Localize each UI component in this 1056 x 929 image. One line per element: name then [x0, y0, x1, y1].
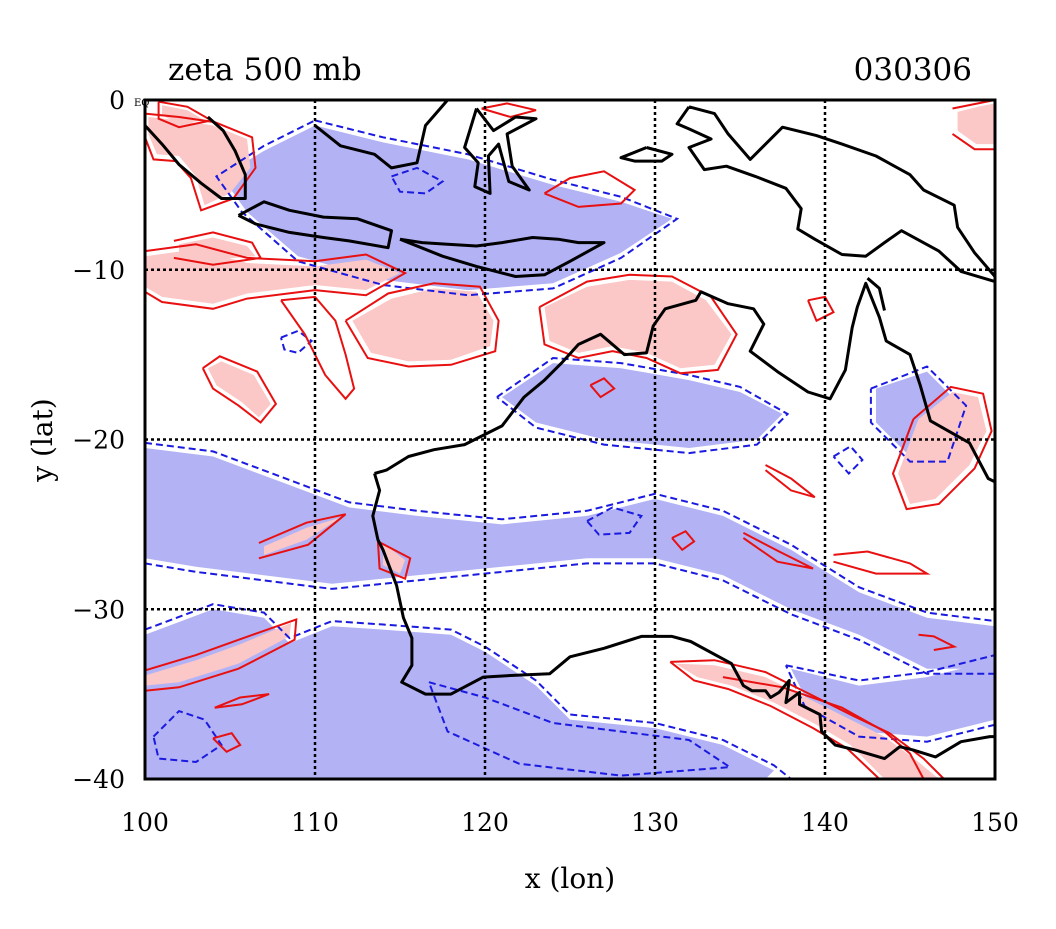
- coastline: [675, 105, 995, 284]
- positive-contour: [481, 102, 537, 119]
- y-tick-labels: 0 −10 −20 −30 −40: [72, 86, 125, 794]
- y-tick-label: −10: [72, 256, 125, 285]
- negative-contour: [280, 329, 314, 354]
- negative-region: [502, 363, 783, 448]
- positive-region: [207, 361, 271, 418]
- negative-contour: [145, 562, 995, 675]
- positive-contour: [891, 385, 993, 511]
- negative-vorticity-contours: [145, 119, 995, 779]
- coastline: [374, 281, 995, 484]
- x-tick-label: 120: [461, 808, 509, 837]
- coastline: [866, 277, 886, 311]
- positive-contour: [212, 732, 242, 754]
- coastline: [463, 107, 538, 195]
- negative-contour: [390, 166, 445, 195]
- negative-contour: [145, 603, 792, 779]
- x-axis-label: x (lon): [525, 862, 615, 895]
- x-tick-label: 100: [121, 808, 169, 837]
- positive-region: [148, 117, 251, 206]
- positive-contour: [145, 243, 408, 310]
- positive-contour: [173, 231, 263, 266]
- negative-contour: [586, 506, 644, 536]
- positive-region: [264, 517, 341, 555]
- negative-contour: [496, 356, 790, 455]
- positive-contour: [344, 282, 500, 368]
- positive-contour: [280, 295, 356, 401]
- y-axis-label: y (lat): [26, 398, 59, 482]
- negative-contour: [869, 365, 968, 463]
- x-tick-label: 110: [291, 808, 339, 837]
- equator-label: EQ: [134, 98, 150, 109]
- positive-region: [675, 663, 939, 779]
- positive-contour: [214, 693, 270, 709]
- negative-contour: [785, 654, 995, 682]
- positive-contour: [951, 100, 995, 151]
- coastline: [314, 100, 449, 170]
- positive-contour: [376, 540, 412, 581]
- plot-area: [145, 100, 995, 779]
- x-tick-labels: 100 110 120 130 140 150: [121, 808, 1019, 837]
- positive-region: [352, 288, 494, 362]
- y-tick-label: −30: [72, 595, 125, 624]
- positive-contour: [145, 617, 298, 692]
- positive-contour: [833, 550, 931, 575]
- positive-contour: [543, 170, 637, 208]
- map-date: 030306: [854, 52, 972, 88]
- positive-contour: [807, 295, 835, 323]
- lat-lon-grid: [145, 100, 995, 779]
- positive-contour: [742, 532, 814, 570]
- positive-contour: [722, 676, 925, 779]
- positive-contour: [918, 633, 958, 651]
- negative-region: [221, 125, 672, 291]
- negative-contour: [214, 119, 680, 297]
- positive-contour: [538, 273, 738, 375]
- negative-contour: [145, 441, 995, 623]
- positive-contour: [670, 659, 945, 779]
- positive-contour: [589, 377, 616, 399]
- coastline: [619, 146, 674, 163]
- positive-region: [145, 622, 292, 686]
- positive-contour: [157, 100, 215, 129]
- y-tick-label: 0: [109, 86, 125, 115]
- positive-contour: [201, 355, 278, 424]
- map-title: zeta 500 mb: [168, 52, 362, 88]
- negative-region: [145, 448, 995, 669]
- y-tick-label: −20: [72, 426, 125, 455]
- positive-contour: [764, 464, 816, 499]
- x-tick-label: 130: [631, 808, 679, 837]
- positive-contour: [671, 529, 696, 552]
- x-tick-label: 150: [971, 808, 1019, 837]
- plot-frame: [143, 98, 997, 781]
- negative-contour: [152, 709, 223, 764]
- positive-region: [898, 392, 987, 504]
- negative-contour: [832, 445, 864, 475]
- positive-region: [957, 103, 995, 145]
- coastline: [371, 473, 995, 761]
- coastline: [145, 115, 247, 200]
- x-tick-label: 140: [801, 808, 849, 837]
- negative-contour: [427, 681, 733, 777]
- y-tick-label: −40: [72, 765, 125, 794]
- coastline: [237, 200, 393, 250]
- negative-region: [434, 685, 723, 771]
- positive-contour: [258, 513, 347, 560]
- negative-vorticity-fill: [145, 125, 995, 779]
